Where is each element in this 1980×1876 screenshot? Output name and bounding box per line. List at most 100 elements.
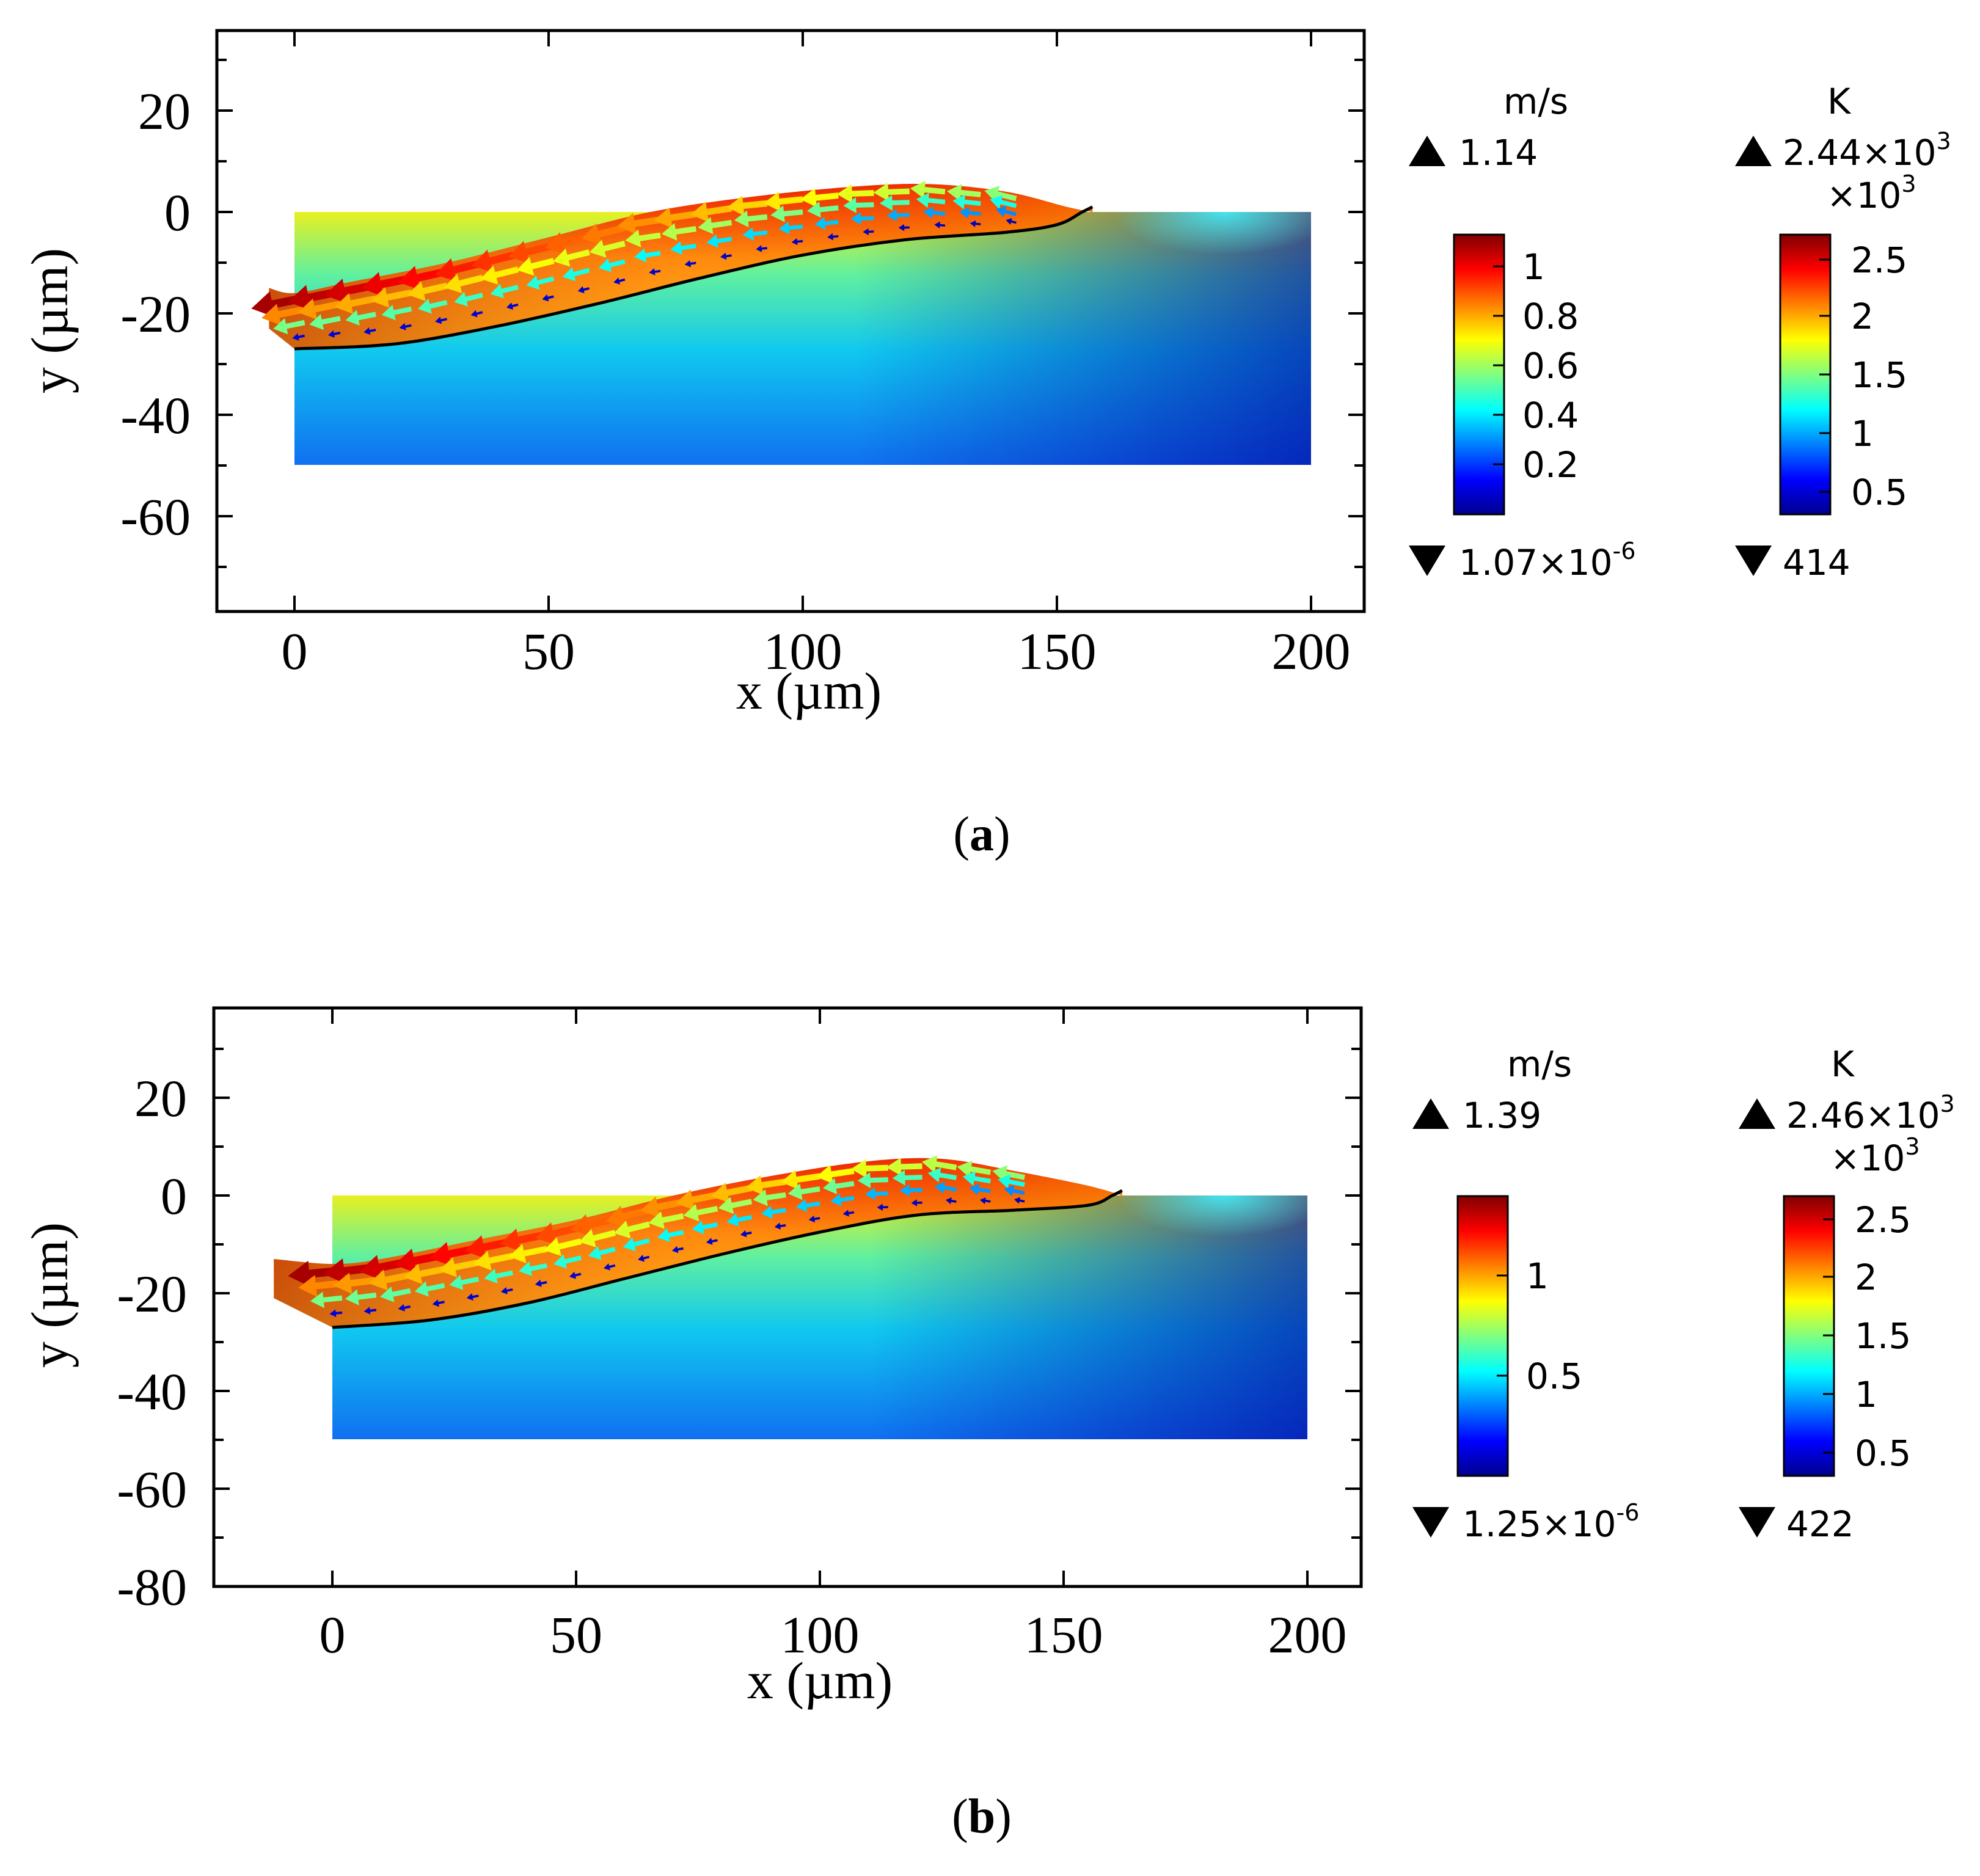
- velocity-arrow: [781, 1170, 820, 1190]
- temperature-unit-a: K: [1827, 81, 1852, 122]
- velocity-arrow: [298, 1275, 343, 1297]
- velocity-arrow: [261, 304, 305, 326]
- x-axis-label-b: x (µm): [747, 1651, 893, 1710]
- panel-b: 0 50 100 150 200 20 0 -20 -40 -60 -80 x …: [20, 1006, 1955, 1844]
- caption-b: (b): [952, 1790, 1012, 1844]
- velocity-arrow: [363, 327, 376, 335]
- axes-b: [212, 1006, 1363, 1588]
- min-marker-icon: [1412, 1507, 1449, 1538]
- velocity-arrow: [892, 1170, 922, 1186]
- velocity-arrow: [990, 195, 1017, 210]
- velocity-arrow: [544, 232, 590, 255]
- velocity-arrow: [774, 1222, 786, 1230]
- velocity-arrow: [407, 281, 448, 301]
- temperature-min-a: 414: [1783, 542, 1850, 583]
- temperature-field-b: [332, 1195, 1307, 1439]
- velocity-arrow: [519, 1261, 547, 1276]
- velocity-arrow: [698, 217, 732, 235]
- x-tick-label: 50: [522, 622, 575, 681]
- x-axis-label-a: x (µm): [736, 662, 882, 720]
- velocity-arrow: [404, 1263, 445, 1285]
- temperature-tick-b: 1.5: [1855, 1315, 1911, 1357]
- temperature-tick-a: 1.5: [1851, 354, 1907, 396]
- velocity-arrow: [298, 298, 341, 320]
- velocity-tick-a: 0.4: [1522, 395, 1579, 436]
- velocity-arrow: [394, 1249, 445, 1274]
- velocity-arrow: [472, 249, 519, 273]
- min-marker-icon: [1409, 546, 1445, 576]
- velocity-arrow: [526, 275, 555, 290]
- velocity-arrow: [535, 1279, 547, 1287]
- y-tick-label: 20: [134, 1069, 187, 1128]
- y-tick-label: -60: [120, 487, 191, 546]
- velocity-arrow: [634, 248, 661, 263]
- temperature-legend-a: K 2.44×103 ×103 2.5 2 1.5 1 0.5 414: [1735, 81, 1951, 583]
- velocity-arrow: [970, 220, 981, 227]
- y-axis-label-b: y (µm): [20, 1222, 79, 1368]
- x-tick-label: 150: [1018, 622, 1097, 681]
- y-tick-label: -20: [120, 285, 191, 343]
- velocity-arrow: [414, 1281, 445, 1297]
- velocity-arrow: [827, 233, 839, 241]
- velocity-arrow: [795, 1199, 820, 1212]
- velocity-arrow: [850, 1159, 888, 1178]
- velocity-arrow: [484, 1268, 513, 1284]
- velocity-arrow: [638, 1255, 650, 1262]
- track-shading-a: [269, 183, 1093, 349]
- velocity-arrows-a: [251, 181, 1017, 341]
- velocity-arrow: [690, 202, 732, 222]
- velocity-arrow: [843, 197, 874, 213]
- velocity-arrow: [1004, 1185, 1025, 1197]
- velocity-arrow: [671, 1246, 684, 1254]
- temperature-min-b: 422: [1786, 1503, 1854, 1545]
- velocity-arrow: [363, 1307, 377, 1315]
- velocity-arrow: [480, 265, 519, 285]
- velocity-arrow: [734, 210, 768, 228]
- temperature-max-b: 2.46×103: [1786, 1090, 1955, 1136]
- x-tick-label: 150: [1025, 1605, 1103, 1664]
- velocity-arrow: [850, 212, 874, 225]
- velocity-arrow: [398, 266, 448, 290]
- velocity-arrow: [816, 1164, 855, 1184]
- velocity-arrow: [1006, 218, 1017, 225]
- velocity-arrow: [916, 192, 946, 208]
- velocity-arrow: [649, 268, 661, 276]
- velocity-arrows-b: [288, 1155, 1025, 1318]
- velocity-arrow: [380, 1287, 411, 1302]
- temperature-unit-b: K: [1831, 1043, 1855, 1085]
- velocity-arrow: [553, 1254, 582, 1269]
- velocity-arrow: [745, 1175, 786, 1195]
- velocity-arrow: [604, 1263, 616, 1271]
- velocity-arrow: [439, 1257, 480, 1277]
- velocity-arrow: [842, 1210, 855, 1217]
- velocity-arrow: [1014, 1197, 1025, 1204]
- velocity-arrow: [740, 1230, 752, 1238]
- velocity-arrow: [864, 1188, 888, 1200]
- velocity-arrow: [577, 286, 590, 294]
- velocity-arrow: [969, 1183, 991, 1195]
- velocity-arrow: [435, 316, 447, 324]
- velocity-arrow: [589, 239, 626, 258]
- velocity-arrow: [324, 279, 377, 304]
- velocity-arrow: [613, 1221, 650, 1239]
- velocity-arrow: [569, 1271, 582, 1279]
- velocity-arrow: [911, 1199, 922, 1206]
- velocity-arrow: [500, 1228, 548, 1252]
- velocity-arrow: [959, 206, 981, 219]
- velocity-arrow: [506, 302, 519, 310]
- velocity-arrow: [753, 1189, 786, 1206]
- velocity-colorbar-a: [1453, 233, 1505, 516]
- velocity-arrow: [292, 333, 305, 341]
- velocity-arrow: [562, 267, 590, 282]
- y-tick-label: -80: [117, 1558, 187, 1616]
- panel-a: 0 50 100 150 200 20 0 -20 -40 -60 x (µm)…: [20, 29, 1951, 861]
- velocity-legend-b: m/s 1.39 1 0.5 1.25×10-6: [1412, 1043, 1639, 1545]
- velocity-arrow: [706, 1238, 718, 1245]
- velocity-arrow: [466, 1293, 479, 1301]
- temperature-multiplier-a: ×103: [1827, 170, 1916, 216]
- velocity-arrow: [945, 1197, 957, 1205]
- velocity-arrow: [984, 186, 1017, 202]
- velocity-arrow: [605, 1205, 651, 1228]
- temperature-tick-a: 0.5: [1851, 472, 1907, 513]
